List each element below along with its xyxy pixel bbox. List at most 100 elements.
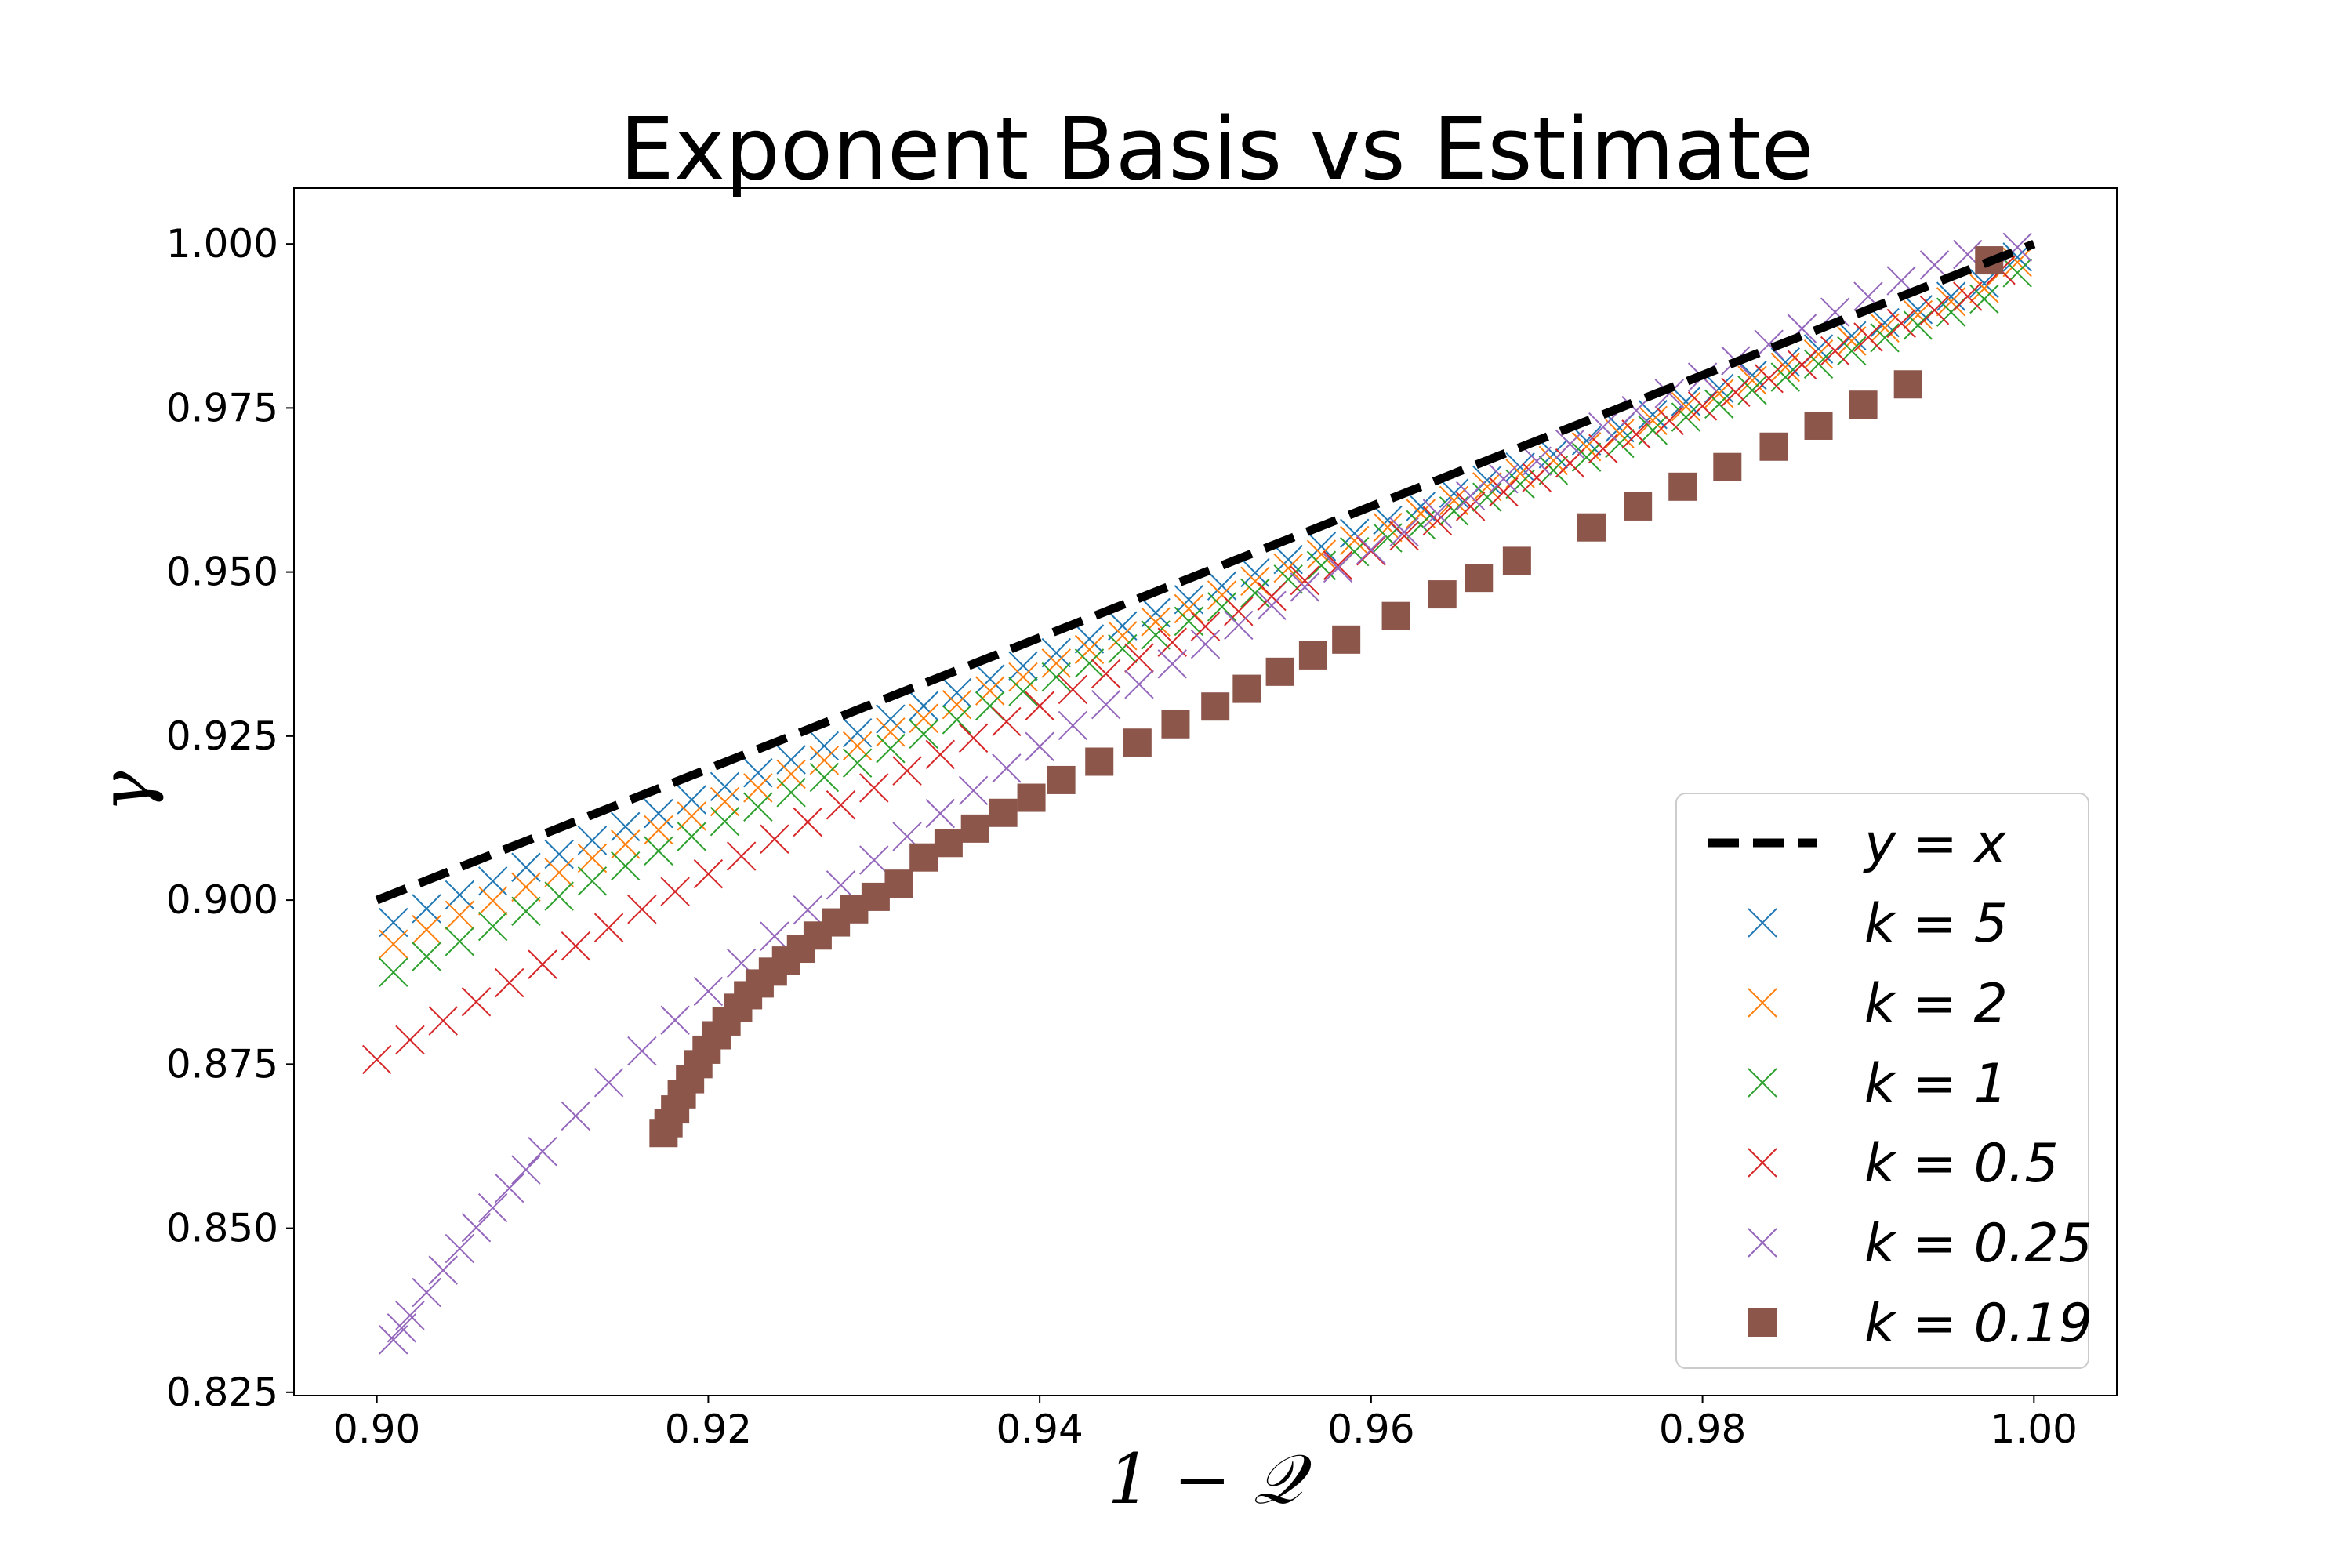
y-tick-label: 0.825 bbox=[166, 1370, 278, 1415]
series-k0-19-point bbox=[1201, 692, 1230, 721]
series-k0-5-point bbox=[1290, 565, 1320, 596]
series-k1-point bbox=[511, 896, 541, 927]
legend-label: k = 1 bbox=[1864, 1053, 2008, 1115]
series-k1-point bbox=[1108, 633, 1138, 664]
series-k5-point bbox=[1936, 281, 1966, 311]
series-k5-point bbox=[379, 907, 408, 938]
series-k0-19-point bbox=[1577, 513, 1606, 542]
series-k0-19-point bbox=[934, 829, 963, 858]
series-k1-point bbox=[1538, 456, 1569, 485]
series-k0-25-point bbox=[495, 1173, 524, 1203]
series-k5-point bbox=[677, 785, 706, 815]
series-k5-point bbox=[1041, 637, 1071, 668]
series-k0-5-point bbox=[1654, 405, 1685, 435]
series-k2-point bbox=[677, 801, 706, 831]
series-k2-point bbox=[1174, 593, 1204, 624]
series-k0-25-point bbox=[1157, 649, 1187, 679]
series-k0-25-point bbox=[461, 1213, 492, 1243]
series-k0-25-point bbox=[826, 870, 856, 900]
series-k0-25-point bbox=[1654, 379, 1685, 408]
legend-x-marker bbox=[1748, 1228, 1777, 1258]
series-k0-25-point bbox=[1489, 464, 1519, 494]
series-k1-point bbox=[1141, 620, 1171, 650]
series-k0-25-point bbox=[1522, 446, 1552, 476]
y-tick-label: 0.850 bbox=[166, 1206, 278, 1251]
series-k0-5-point bbox=[561, 931, 591, 961]
series-k2-point bbox=[379, 929, 408, 959]
series-k5-point bbox=[1174, 585, 1204, 615]
series-k2-point bbox=[1605, 419, 1635, 448]
series-k2-point bbox=[1472, 472, 1502, 502]
series-k0-5-point bbox=[726, 841, 757, 871]
series-k1-point bbox=[1008, 677, 1038, 706]
series-k1-point bbox=[544, 881, 574, 911]
legend-x-marker bbox=[1748, 988, 1777, 1018]
series-k0-25-point bbox=[528, 1136, 557, 1167]
plot-frame bbox=[293, 187, 2118, 1396]
chart-title: Exponent Basis vs Estimate bbox=[619, 99, 1813, 199]
series-k0-5-point bbox=[1124, 643, 1154, 673]
series-k0-5-point bbox=[1058, 674, 1088, 705]
series-k1-point bbox=[1803, 349, 1834, 379]
series-k0-19-point bbox=[1085, 747, 1114, 776]
series-k5-point bbox=[1108, 611, 1138, 641]
series-k2-point bbox=[1041, 648, 1071, 678]
series-k0-19-point bbox=[989, 798, 1018, 827]
series-k0-5-point bbox=[1422, 506, 1453, 536]
legend-label: k = 0.19 bbox=[1864, 1293, 2092, 1355]
series-k1-point bbox=[1870, 323, 1900, 353]
series-k0-5-point bbox=[793, 807, 822, 837]
series-k2-point bbox=[1240, 566, 1270, 597]
series-k2-point bbox=[809, 746, 840, 775]
series-k2-point bbox=[544, 858, 574, 887]
series-k0-19-point bbox=[1428, 580, 1457, 609]
series-k0-19-point bbox=[1232, 674, 1261, 703]
series-k5-point bbox=[1141, 597, 1171, 628]
series-k0-25-point bbox=[1422, 499, 1453, 528]
series-k2-point bbox=[909, 703, 938, 733]
series-k2-point bbox=[776, 759, 806, 789]
series-k1-point bbox=[942, 705, 972, 735]
series-k0-5-point bbox=[1687, 391, 1718, 421]
series-k2-point bbox=[445, 900, 475, 931]
series-k1-point bbox=[776, 778, 806, 808]
series-k0-5-point bbox=[593, 913, 624, 942]
series-k0-25-point bbox=[1820, 297, 1850, 327]
series-k2-point bbox=[1273, 553, 1303, 583]
series-k0-5-point bbox=[1224, 597, 1254, 626]
series-k0-5-point bbox=[1820, 336, 1850, 366]
series-k5-point bbox=[577, 826, 608, 855]
series-k0-19-point bbox=[1047, 765, 1076, 794]
series-k5-point bbox=[1240, 557, 1270, 588]
series-k0-25-point bbox=[1290, 572, 1320, 602]
legend-x-marker bbox=[1748, 908, 1777, 938]
series-k2-point bbox=[942, 689, 972, 720]
series-k0-19-point bbox=[1123, 728, 1152, 757]
series-k0-25-point bbox=[992, 753, 1022, 783]
series-k1-point bbox=[1174, 606, 1204, 637]
series-k0-19-point bbox=[1849, 390, 1878, 419]
series-k0-19-point bbox=[960, 814, 989, 843]
series-k1-point bbox=[412, 942, 441, 971]
series-k0-5-point bbox=[1953, 281, 1983, 311]
series-k0-5-point bbox=[760, 824, 789, 854]
series-k1-point bbox=[445, 927, 475, 956]
series-k0-5-point bbox=[1157, 627, 1187, 657]
series-k0-19-point bbox=[1298, 641, 1327, 670]
series-k0-25-point bbox=[1025, 731, 1054, 761]
series-k0-25-point bbox=[1588, 412, 1618, 442]
series-k2-point bbox=[477, 886, 508, 916]
series-k0-5-point bbox=[1853, 322, 1883, 352]
y-tick-label: 0.875 bbox=[166, 1041, 278, 1087]
series-k0-25-point bbox=[1257, 590, 1287, 621]
reference-line-y-equals-x bbox=[375, 240, 2036, 905]
series-k0-25-point bbox=[1919, 250, 1950, 280]
series-k1-point bbox=[611, 851, 641, 881]
series-k0-25-point bbox=[793, 895, 822, 925]
series-k2-point bbox=[1008, 662, 1038, 692]
y-tick-label: 1.000 bbox=[166, 221, 278, 267]
series-k0-19-point bbox=[1893, 370, 1922, 399]
y-tick-label: 0.900 bbox=[166, 877, 278, 923]
series-k2-point bbox=[1373, 512, 1403, 543]
